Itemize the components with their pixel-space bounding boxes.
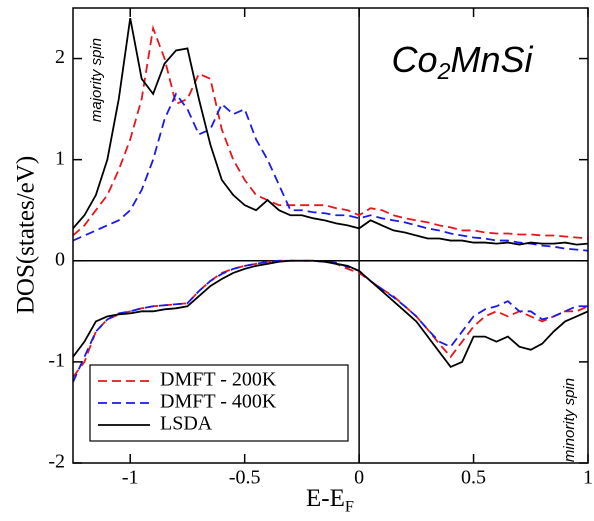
annotation: minority spin [561,378,578,462]
series-line [73,259,588,369]
x-tick-label: -0.5 [229,467,261,489]
y-tick-label: -2 [48,451,65,473]
x-tick-label: 0.5 [461,467,486,489]
plot-lines [73,8,588,463]
x-tick-label: 0 [354,467,364,489]
y-tick-label: 1 [55,147,65,169]
y-tick-label: 2 [55,46,65,68]
y-tick-label: 0 [55,248,65,270]
x-axis-label: E-EF [306,485,354,516]
annotation: majority spin [88,38,105,122]
legend-box [89,364,349,442]
series-line [73,259,588,378]
legend-label: DMFT - 400K [160,391,277,413]
x-axis-label-part: E-E [306,485,345,512]
x-tick-label: 1 [583,467,593,489]
chart-title-part: Co [391,39,437,80]
series-line [73,17,588,246]
series-line [73,259,588,383]
series-line [73,92,588,252]
plot-frame [72,7,589,464]
chart-title: Co2MnSi [391,39,533,84]
x-tick-label: -1 [122,467,139,489]
series-line [73,24,588,240]
legend-label: DMFT - 200K [160,369,277,391]
legend-label: LSDA [160,413,213,435]
y-axis-label: DOS(states/eV) [13,156,40,314]
chart-title-part: 2 [436,58,450,84]
y-tick-label: -1 [48,349,65,371]
chart-title-part: MnSi [451,39,534,80]
x-axis-label-part: F [345,497,354,515]
